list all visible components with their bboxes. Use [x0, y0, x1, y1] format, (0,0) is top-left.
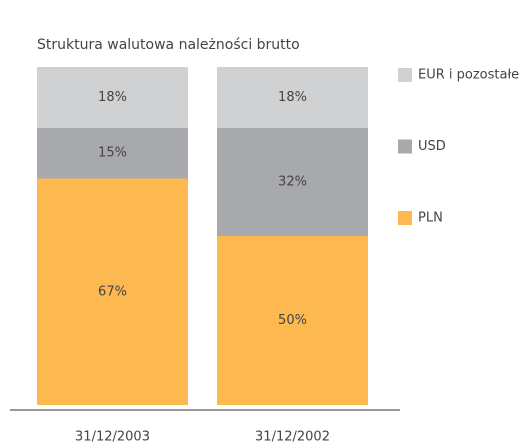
legend-swatch [398, 211, 412, 225]
data-label: 50% [278, 313, 307, 328]
bar-segment [217, 236, 368, 405]
x-tick-label: 31/12/2002 [255, 430, 330, 443]
bar-segment [217, 67, 368, 128]
chart-title: Struktura walutowa należności brutto [37, 37, 300, 53]
data-label: 67% [98, 284, 127, 299]
legend-label: USD [418, 139, 446, 154]
data-label: 15% [98, 146, 127, 161]
legend-label: EUR i pozostałe [418, 68, 519, 83]
legend-swatch [398, 139, 412, 154]
bar-segment [37, 178, 188, 405]
legend-label: PLN [418, 211, 443, 226]
x-tick-label: 31/12/2003 [75, 430, 150, 443]
bar-segment [217, 127, 368, 236]
legend-swatch [398, 68, 412, 82]
data-label: 18% [278, 90, 307, 105]
bar-segment [37, 67, 188, 128]
bar-segment [37, 127, 188, 179]
data-label: 18% [98, 90, 127, 105]
data-label: 32% [278, 174, 307, 189]
